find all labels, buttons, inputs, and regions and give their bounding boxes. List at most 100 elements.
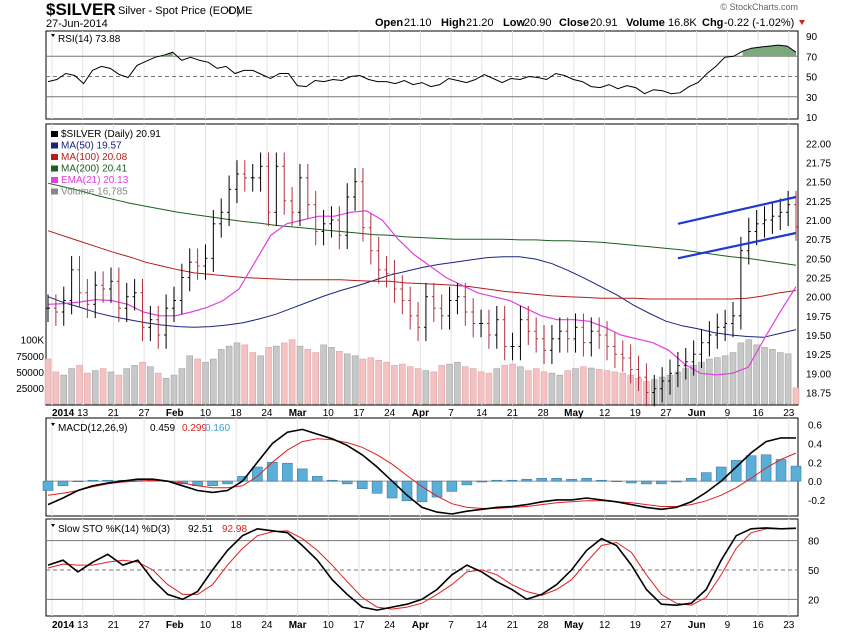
volume-bar — [375, 360, 382, 405]
x-tick-label-top: 18 — [231, 408, 243, 419]
x-tick-label-bottom: 17 — [353, 620, 365, 631]
price-legend-label: EMA(21) 20.13 — [61, 175, 129, 186]
volume-bar — [328, 347, 335, 405]
chart-description: Silver - Spot Price (EOD) — [118, 5, 240, 17]
price-legend-label: MA(100) 20.08 — [61, 152, 128, 163]
price-legend-swatch — [51, 142, 58, 149]
volume-bar — [257, 355, 264, 405]
volume-bar — [698, 361, 705, 405]
volume-bar — [312, 352, 319, 405]
volume-bar — [792, 387, 800, 405]
rsi-tick-label: 50 — [806, 73, 818, 84]
price-panel — [45, 123, 799, 406]
macd-histogram-bar — [326, 479, 338, 482]
rsi-tick-label: 10 — [806, 113, 818, 124]
macd-line — [47, 428, 797, 515]
volume-bar — [68, 368, 75, 405]
macd-histogram-bar — [566, 478, 577, 482]
macd-histogram-bar — [700, 472, 712, 482]
volume-bar — [706, 358, 713, 405]
volume-tick-label: 100K — [21, 336, 45, 347]
ma-line-ema21 — [47, 210, 797, 376]
macd-histogram-bar — [671, 480, 682, 483]
macd-histogram-bar — [312, 476, 323, 482]
x-tick-label-top: 10 — [323, 408, 335, 419]
volume-bar — [84, 372, 91, 405]
stochastic-plot: 80 50 20 — [46, 527, 820, 611]
macd-histogram-bar — [446, 480, 458, 492]
volume-bar — [430, 371, 438, 405]
legend-chevron-icon — [51, 524, 55, 527]
volume-bar — [115, 374, 123, 405]
price-tick-label: 19.75 — [806, 312, 831, 323]
volume-bar — [517, 366, 524, 405]
volume-bar — [249, 352, 256, 405]
x-tick-label-top: 7 — [448, 408, 454, 419]
macd-legend-label: MACD(12,26,9) — [58, 423, 127, 434]
x-tick-label-bottom: 2014 — [52, 620, 75, 631]
volume-bar — [729, 352, 737, 405]
rsi-panel — [45, 30, 799, 120]
volume-tick-label: 25000 — [16, 384, 44, 395]
x-tick-label-top: 19 — [630, 408, 642, 419]
price-legend-swatch — [51, 188, 58, 195]
open-label: Open — [375, 17, 403, 29]
x-tick-label-top: Feb — [166, 408, 184, 419]
volume-bar — [414, 368, 422, 405]
volume-bar — [91, 370, 99, 405]
x-tick-label-bottom: 12 — [599, 620, 611, 631]
macd-histogram-bar — [42, 480, 54, 491]
rsi-tick-label: 30 — [806, 93, 818, 104]
volume-bar — [611, 371, 619, 405]
sto-tick-label: 80 — [808, 537, 820, 548]
volume-bar — [391, 365, 398, 405]
price-legend-swatch — [51, 177, 58, 183]
volume-bar — [280, 342, 288, 405]
price-plot: 100K 75000 50000 25000 22.00 21.75 21.50 21.25 2… — [16, 139, 831, 407]
volume-bar — [714, 357, 721, 405]
copyright: © StockCharts.com — [720, 2, 798, 12]
price-tick-label: 20.25 — [806, 274, 831, 285]
volume-bar — [170, 374, 178, 405]
macd-histogram-bar — [252, 466, 263, 482]
volume-bar — [131, 365, 138, 405]
macd-histogram-bar — [506, 479, 518, 482]
chart-exchange: CME — [228, 5, 252, 17]
sto-d-line — [47, 527, 797, 610]
volume-bar — [532, 368, 540, 405]
chart-date: 27-Jun-2014 — [46, 18, 108, 30]
volume-bar — [194, 358, 201, 405]
close-label: Close — [559, 17, 589, 29]
volume-bar — [351, 355, 359, 405]
x-tick-label-top: Apr — [412, 408, 429, 419]
legend-chevron-icon — [51, 34, 55, 37]
macd-histogram-bar — [611, 480, 622, 482]
volume-bar — [336, 351, 343, 405]
volume-bar — [454, 361, 461, 405]
x-tick-label-bottom: 21 — [507, 620, 519, 631]
price-tick-label: 21.00 — [806, 216, 831, 227]
x-tick-label-top: 16 — [753, 408, 765, 419]
sto-k-line — [47, 527, 797, 611]
macd-histogram-bar — [222, 480, 233, 485]
price-legend-swatch — [51, 165, 58, 172]
macd-histogram-bar — [626, 480, 637, 484]
volume-bar — [44, 358, 52, 405]
macd-histogram-bar — [297, 468, 308, 482]
x-tick-label-bottom: 13 — [77, 620, 89, 631]
volume-bar — [320, 344, 327, 405]
price-legend-swatch — [51, 154, 58, 160]
volume-bar — [603, 370, 611, 405]
axis-labels: 2014 13 21 27 Feb 10 18 24 Mar 10 17 24 Apr 7 14 21 28 Ma… — [52, 408, 795, 631]
sto-tick-label: 20 — [808, 595, 820, 606]
volume-bar — [162, 378, 170, 405]
x-tick-label-bottom: 16 — [753, 620, 765, 631]
volume-bar — [769, 349, 776, 405]
volume-bar — [52, 371, 60, 405]
x-tick-label-bottom: Apr — [412, 620, 429, 631]
low-value: 20.90 — [524, 17, 552, 29]
trend-channel-upper — [677, 195, 797, 225]
volume-bar — [139, 361, 146, 405]
x-tick-label-bottom: 14 — [476, 620, 488, 631]
